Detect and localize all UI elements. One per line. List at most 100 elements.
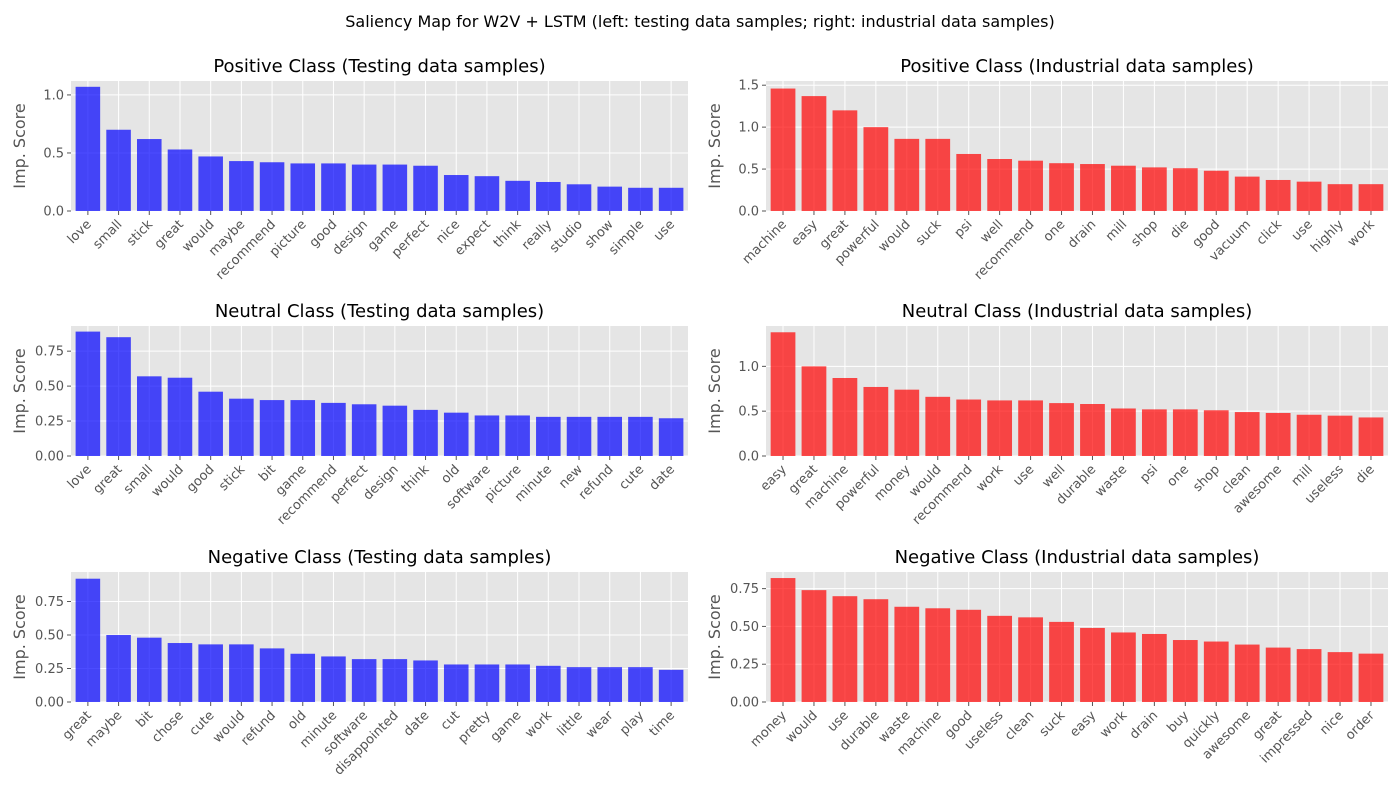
x-tick-label: one <box>1164 462 1192 490</box>
x-tick-label: order <box>1343 708 1379 744</box>
x-tick-label: work <box>974 462 1007 495</box>
bar-suck <box>1049 621 1074 702</box>
y-tick-label: 0.5 <box>43 146 64 161</box>
bar-design <box>382 405 408 456</box>
bar-minute <box>536 416 561 456</box>
x-tick-label: would <box>149 462 187 500</box>
y-tick-label: 1.0 <box>738 360 759 375</box>
bar-clean <box>1018 617 1043 702</box>
bar-machine <box>832 378 858 456</box>
x-tick-label: stick <box>216 462 248 494</box>
y-tick-label: 1.0 <box>738 121 759 136</box>
x-tick-label: psi <box>1137 462 1161 486</box>
bar-chose <box>167 643 193 702</box>
bar-shop <box>1141 167 1167 211</box>
bar-easy <box>1080 627 1105 702</box>
bar-great <box>801 366 827 456</box>
bar-clean <box>1234 412 1260 456</box>
bar-love <box>75 331 101 456</box>
bar-awesome <box>1265 412 1291 456</box>
bar-good <box>956 609 982 702</box>
y-tick-label: 1.0 <box>43 88 64 103</box>
x-tick-label: click <box>1254 217 1285 248</box>
bar-would <box>894 138 920 211</box>
y-tick-label: 0.00 <box>730 696 759 711</box>
y-tick-label: 0.50 <box>35 628 64 643</box>
bar-maybe <box>106 634 131 702</box>
bar-psi <box>1141 409 1167 456</box>
bar-order <box>1358 653 1384 702</box>
x-tick-label: studio <box>547 217 586 256</box>
bar-useless <box>987 615 1013 702</box>
x-tick-label: play <box>617 708 647 738</box>
bar-use <box>658 187 684 211</box>
bar-money <box>894 389 920 456</box>
bar-vacuum <box>1234 176 1260 211</box>
bar-would <box>198 156 223 211</box>
bar-nice <box>1327 652 1353 702</box>
plot-background <box>71 81 688 211</box>
bar-awesome <box>1234 644 1260 702</box>
bar-work <box>536 665 561 702</box>
bar-mill <box>1296 414 1322 456</box>
x-tick-label: cute <box>617 462 648 493</box>
x-tick-label: simple <box>606 217 647 258</box>
x-tick-label: easy <box>1067 708 1099 740</box>
chart-panel-1: 0.00.51.01.5machineeasygreatpowerfulwoul… <box>705 56 1388 283</box>
subplot-title: Negative Class (Testing data samples) <box>208 547 552 568</box>
bar-date <box>413 660 438 702</box>
bar-use <box>1296 181 1322 211</box>
y-axis-label: Imp. Score <box>705 594 724 679</box>
bar-recommend <box>259 162 285 211</box>
x-tick-label: think <box>399 462 433 496</box>
bar-software <box>351 659 377 702</box>
y-tick-label: 0.25 <box>35 662 64 677</box>
x-tick-label: would <box>783 708 821 746</box>
y-tick-label: 0.25 <box>35 415 64 430</box>
y-tick-label: 0.00 <box>35 450 64 465</box>
bar-bit <box>136 637 162 702</box>
bar-old <box>443 412 469 456</box>
plot-background <box>71 326 688 456</box>
bar-old <box>290 653 316 702</box>
x-tick-label: design <box>361 462 402 503</box>
x-tick-label: easy <box>789 217 821 249</box>
bar-would <box>167 377 193 456</box>
subplot-title: Positive Class (Testing data samples) <box>213 56 545 77</box>
bar-would <box>801 590 827 702</box>
x-tick-label: waste <box>1092 462 1130 500</box>
bar-good <box>1203 170 1229 211</box>
x-tick-label: psi <box>952 217 976 241</box>
bar-studio <box>566 184 592 211</box>
x-tick-label: mill <box>1103 217 1130 244</box>
bar-really <box>536 181 561 211</box>
bar-small <box>136 376 162 456</box>
bar-easy <box>801 96 827 211</box>
bar-great <box>1265 647 1291 702</box>
y-axis-label: Imp. Score <box>705 348 724 433</box>
x-tick-label: use <box>1289 217 1316 244</box>
x-tick-label: use <box>825 708 852 735</box>
bar-cut <box>443 664 469 702</box>
bar-well <box>1049 403 1074 456</box>
x-tick-label: suck <box>913 217 945 249</box>
bar-picture <box>505 415 530 456</box>
subplot-title: Negative Class (Industrial data samples) <box>895 547 1260 568</box>
x-tick-label: drain <box>1127 708 1161 742</box>
bar-think <box>505 180 530 211</box>
y-tick-label: 0.50 <box>730 620 759 635</box>
x-tick-label: highly <box>1308 217 1347 256</box>
bar-expect <box>474 176 500 211</box>
x-tick-label: work <box>522 708 555 741</box>
bar-great <box>832 110 858 211</box>
x-tick-label: work <box>1097 708 1130 741</box>
bar-disappointed <box>382 659 408 702</box>
bar-die <box>1172 168 1198 211</box>
bar-recommend <box>1018 160 1043 211</box>
x-tick-label: pretty <box>455 708 494 747</box>
bar-minute <box>321 656 346 702</box>
bar-time <box>658 669 684 702</box>
x-tick-label: money <box>748 708 790 750</box>
